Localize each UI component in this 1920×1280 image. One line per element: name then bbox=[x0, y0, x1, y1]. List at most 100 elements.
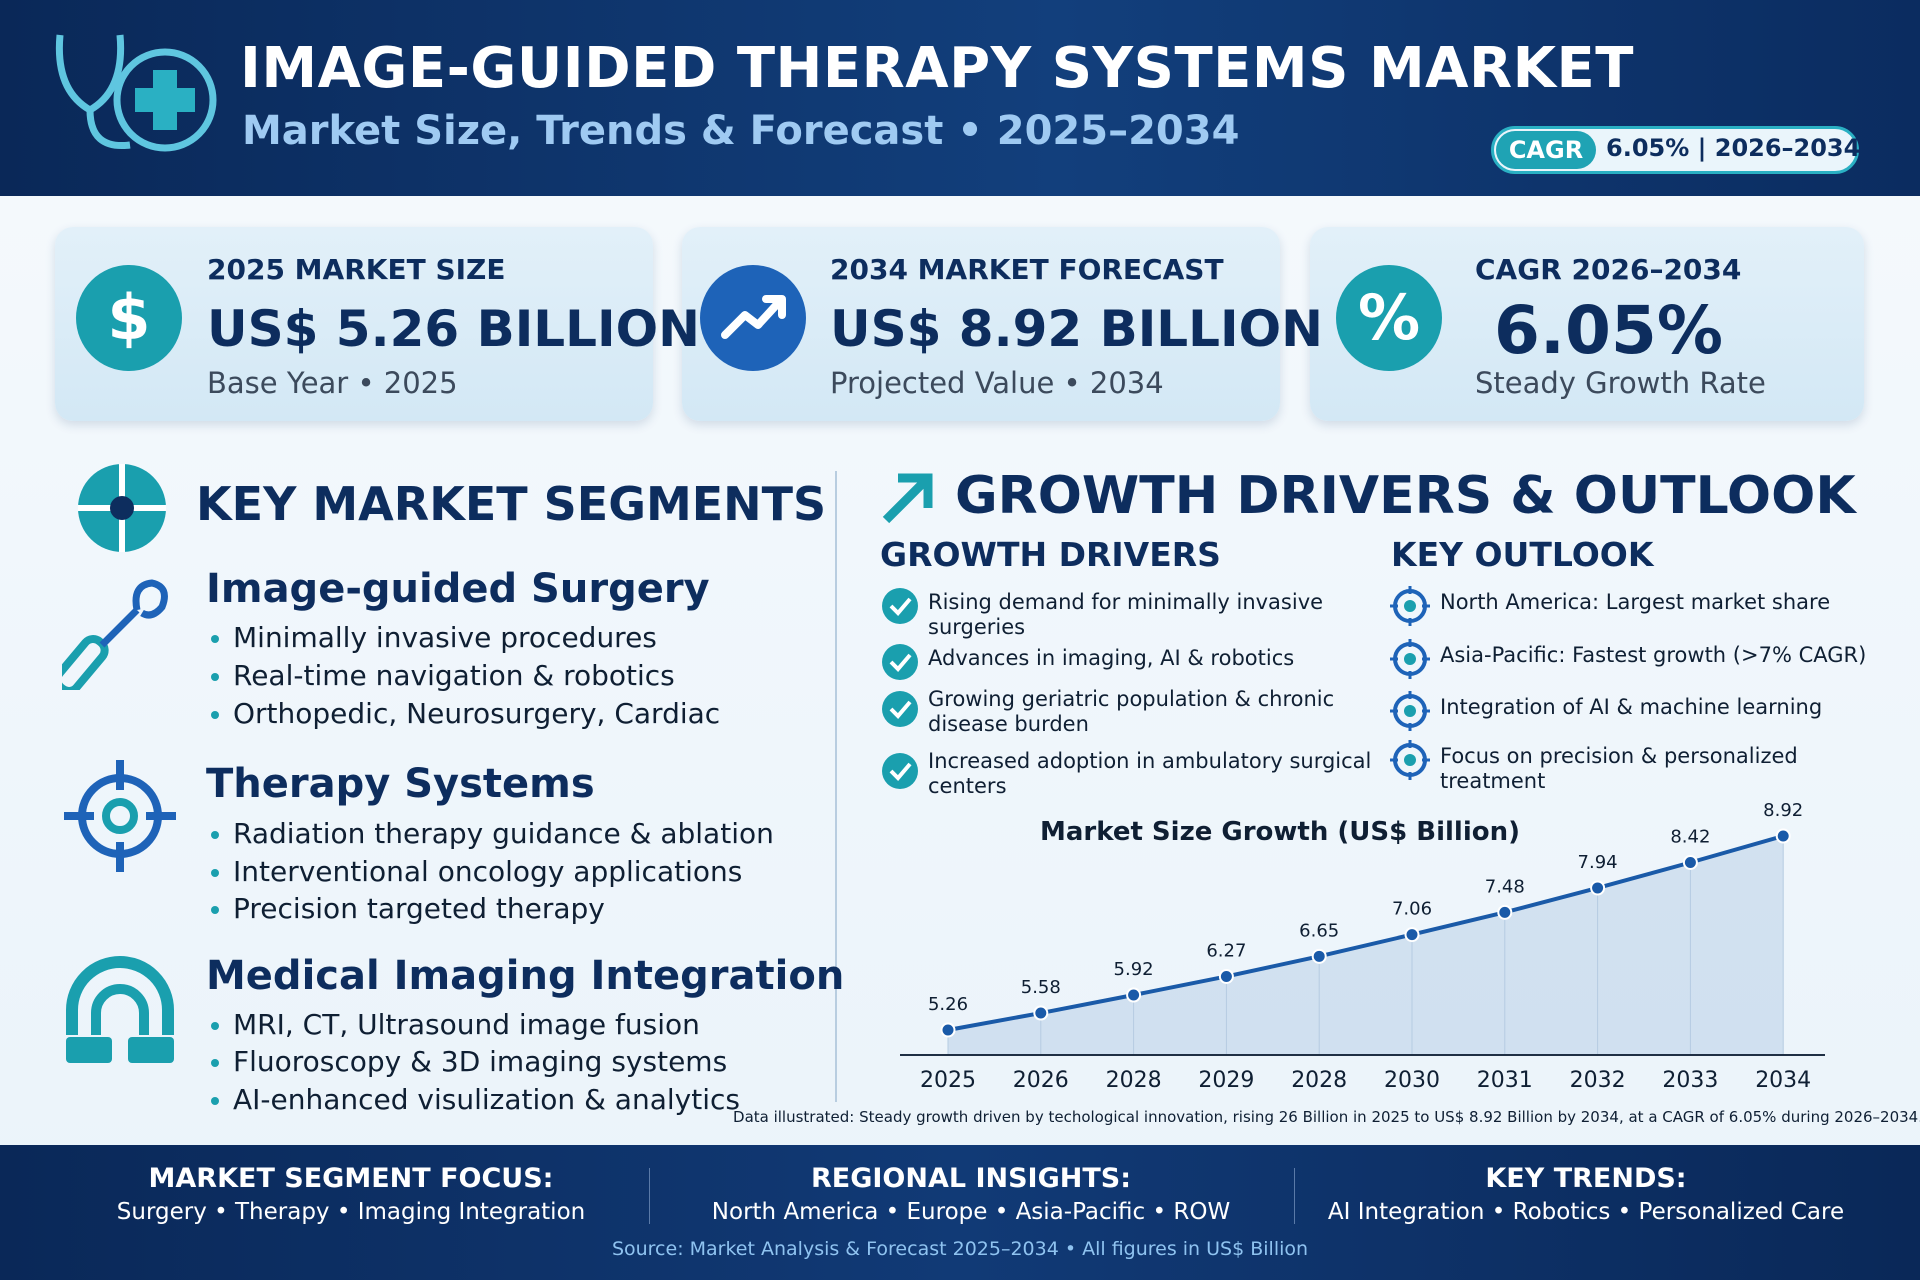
kpi-value: US$ 8.92 BILLION bbox=[830, 300, 1323, 358]
driver-item: Advances in imaging, AI & robotics bbox=[928, 646, 1295, 670]
chart-title: Market Size Growth (US$ Billion) bbox=[1040, 817, 1520, 847]
footer-text: Surgery • Therapy • Imaging Integration bbox=[116, 1199, 586, 1225]
x-tick-label: 2025 bbox=[920, 1068, 976, 1093]
kpi-value: US$ 5.26 BILLION bbox=[207, 300, 700, 358]
point bbox=[1497, 904, 1513, 920]
kpi-title: 2034 MARKET FORECAST bbox=[830, 253, 1224, 286]
kpi-icon: % bbox=[1336, 265, 1442, 371]
growth-chart: Market Size Growth (US$ Billion) 5.26 5.58… bbox=[733, 800, 1920, 1126]
sub-heading: KEY OUTLOOK bbox=[1391, 535, 1654, 574]
check-icon bbox=[882, 644, 918, 680]
kpi-title: CAGR 2026–2034 bbox=[1475, 253, 1742, 286]
source-note: Source: Market Analysis & Forecast 2025–… bbox=[611, 1238, 1309, 1260]
value-label: 8.92 bbox=[1763, 800, 1803, 821]
x-tick-label: 2029 bbox=[1198, 1068, 1254, 1093]
point bbox=[1682, 855, 1698, 871]
point bbox=[1218, 968, 1234, 984]
surgery-icon bbox=[62, 579, 168, 690]
segment-title: Therapy Systems bbox=[206, 761, 595, 807]
page-title: IMAGE-GUIDED THERAPY SYSTEMS MARKET bbox=[240, 36, 1634, 101]
outlook-item: North America: Largest market share bbox=[1440, 590, 1831, 614]
check-icon bbox=[882, 691, 918, 727]
footer-title: KEY TRENDS: bbox=[1485, 1163, 1687, 1194]
value-label: 7.06 bbox=[1392, 899, 1432, 920]
driver-item: Increased adoption in ambulatory surgica… bbox=[928, 749, 1372, 798]
value-label: 7.48 bbox=[1485, 876, 1525, 897]
segment-bullet: Precision targeted therapy bbox=[211, 892, 605, 925]
driver-item: Growing geriatric population & chronic d… bbox=[928, 687, 1335, 736]
chart-note: Data illustrated: Steady growth driven b… bbox=[733, 1108, 1920, 1126]
point bbox=[1033, 1005, 1049, 1021]
badge-text: 6.05% | 2026–2034 bbox=[1606, 134, 1861, 162]
x-tick-label: 2034 bbox=[1755, 1068, 1811, 1093]
segment-bullet: Real-time navigation & robotics bbox=[211, 659, 675, 692]
point bbox=[1590, 880, 1606, 896]
kpi-icon bbox=[700, 265, 806, 371]
footer-text: AI Integration • Robotics • Personalized… bbox=[1327, 1199, 1845, 1225]
sub-heading: GROWTH DRIVERS bbox=[880, 535, 1221, 574]
target-icon bbox=[1390, 740, 1430, 780]
target-icon bbox=[1390, 586, 1430, 626]
segment-bullet: AI-enhanced visulization & analytics bbox=[211, 1083, 740, 1116]
x-tick-label: 2030 bbox=[1384, 1068, 1440, 1093]
line bbox=[947, 834, 1784, 1032]
page-subtitle: Market Size, Trends & Forecast • 2025–20… bbox=[242, 108, 1240, 154]
badge-label: CAGR bbox=[1496, 131, 1596, 169]
divider bbox=[649, 1168, 650, 1224]
value-label: 6.65 bbox=[1299, 920, 1339, 941]
kpi-title: 2025 MARKET SIZE bbox=[207, 253, 506, 286]
logo-icon bbox=[55, 34, 217, 152]
section-heading: KEY MARKET SEGMENTS bbox=[196, 477, 827, 531]
outlook-item: Asia-Pacific: Fastest growth (>7% CAGR) bbox=[1440, 643, 1867, 667]
imaging-icon bbox=[66, 956, 174, 1063]
point bbox=[1126, 987, 1142, 1003]
target-icon bbox=[1390, 639, 1430, 679]
value-label: 5.58 bbox=[1021, 977, 1061, 998]
kpi-note: Steady Growth Rate bbox=[1475, 366, 1766, 400]
x-tick-label: 2028 bbox=[1106, 1068, 1162, 1093]
target-icon bbox=[1390, 691, 1430, 731]
footer-title: MARKET SEGMENT FOCUS: bbox=[148, 1163, 554, 1194]
footer-text: North America • Europe • Asia-Pacific • … bbox=[711, 1199, 1231, 1225]
check-icon bbox=[882, 753, 918, 789]
x-tick-label: 2032 bbox=[1570, 1068, 1626, 1093]
segment-bullet: Fluoroscopy & 3D imaging systems bbox=[210, 1045, 728, 1078]
segment-title: Medical Imaging Integration bbox=[206, 953, 845, 999]
divider bbox=[1294, 1168, 1295, 1224]
value-label: 5.26 bbox=[928, 994, 968, 1015]
x-tick-label: 2033 bbox=[1662, 1068, 1718, 1093]
growth-icon bbox=[882, 473, 933, 524]
x-tick-label: 2028 bbox=[1291, 1068, 1347, 1093]
footer-band bbox=[0, 1145, 1920, 1280]
value-label: 5.92 bbox=[1114, 959, 1154, 980]
segment-bullet: Minimally invasive procedures bbox=[211, 621, 657, 654]
value-label: 7.94 bbox=[1578, 852, 1618, 873]
kpi-note: Base Year • 2025 bbox=[207, 366, 458, 400]
value-label: 6.27 bbox=[1206, 940, 1246, 961]
segment-bullet: Orthopedic, Neurosurgery, Cardiac bbox=[210, 697, 721, 730]
check-icon bbox=[882, 588, 918, 624]
x-tick-label: 2031 bbox=[1477, 1068, 1533, 1093]
point bbox=[1404, 927, 1420, 943]
point bbox=[940, 1022, 956, 1038]
x-tick-label: 2026 bbox=[1013, 1068, 1069, 1093]
segment-bullet: Interventional oncology applications bbox=[210, 855, 743, 888]
segment-title: Image-guided Surgery bbox=[206, 566, 710, 612]
kpi-icon: $ bbox=[76, 265, 182, 371]
point bbox=[1775, 828, 1791, 844]
footer-title: REGIONAL INSIGHTS: bbox=[810, 1163, 1132, 1194]
driver-item: Rising demand for minimally invasive sur… bbox=[928, 590, 1324, 639]
point bbox=[1311, 948, 1327, 964]
segment-bullet: MRI, CT, Ultrasound image fusion bbox=[211, 1008, 700, 1041]
divider bbox=[835, 471, 837, 1102]
value-label: 8.42 bbox=[1670, 827, 1710, 848]
outlook-item: Focus on precision & personalized treatm… bbox=[1440, 744, 1798, 793]
therapy-icon bbox=[64, 760, 176, 872]
kpi-note: Projected Value • 2034 bbox=[830, 366, 1164, 400]
segment-bullet: Radiation therapy guidance & ablation bbox=[211, 817, 774, 850]
segments-icon bbox=[78, 464, 166, 552]
kpi-value: 6.05% bbox=[1494, 292, 1723, 369]
outlook-item: Integration of AI & machine learning bbox=[1440, 695, 1823, 719]
section-heading: GROWTH DRIVERS & OUTLOOK bbox=[955, 466, 1856, 526]
